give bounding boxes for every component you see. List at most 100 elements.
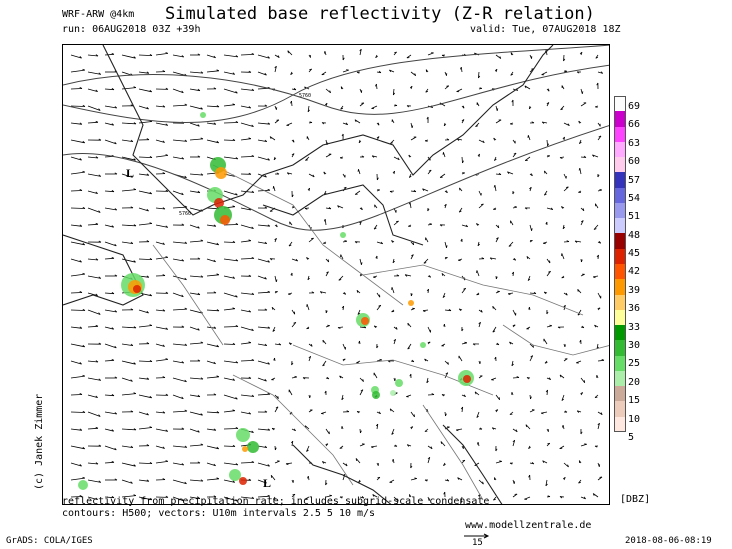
wind-arrow-head — [545, 221, 548, 225]
wind-arrow-head — [184, 445, 188, 448]
wind-arrow — [444, 309, 452, 312]
wind-arrow-head — [232, 480, 235, 483]
border-line — [362, 264, 584, 316]
wind-arrow-head — [428, 275, 432, 278]
colorbar-tick-label: 57 — [628, 174, 641, 186]
wind-arrow — [427, 326, 431, 333]
wind-arrow-head — [114, 310, 118, 313]
colorbar-segment — [614, 264, 626, 280]
wind-arrow — [121, 343, 133, 346]
wind-arrow-head — [581, 325, 585, 328]
wind-arrow — [495, 54, 502, 59]
wind-arrow-head — [439, 224, 443, 227]
wind-arrow-head — [184, 205, 188, 208]
wind-arrow — [70, 171, 85, 175]
wind-arrow — [458, 355, 463, 362]
wind-arrow — [478, 139, 485, 144]
wind-arrow-head — [95, 293, 98, 296]
wind-arrow — [189, 342, 204, 345]
wind-arrow-head — [476, 415, 479, 418]
wind-arrow-head — [200, 71, 204, 74]
page-title: Simulated base reflectivity (Z-R relatio… — [165, 4, 595, 24]
wind-arrow-head — [264, 104, 268, 107]
wind-arrow-head — [564, 344, 566, 347]
wind-arrow-head — [82, 344, 85, 348]
wind-arrow — [354, 190, 361, 195]
border-line — [152, 244, 224, 346]
wind-arrow — [529, 355, 534, 362]
wind-arrow-head — [162, 411, 166, 414]
wind-arrow — [359, 258, 362, 265]
wind-arrow-head — [324, 390, 327, 394]
wind-arrow-head — [291, 153, 295, 156]
wind-arrow-head — [79, 326, 83, 329]
wind-arrow — [121, 156, 136, 161]
wind-arrow-head — [165, 123, 169, 126]
wind-arrow-head — [549, 324, 552, 327]
wind-arrow-head — [321, 122, 325, 125]
wind-arrow-head — [235, 427, 239, 429]
colorbar-tick-label: 15 — [628, 395, 641, 407]
wind-arrow-head — [547, 495, 551, 497]
wind-arrow-head — [340, 107, 344, 110]
wind-arrow — [155, 343, 165, 347]
wind-arrow — [104, 292, 115, 295]
wind-arrow — [304, 496, 310, 500]
wind-arrow-head — [133, 464, 136, 467]
wind-arrow — [223, 445, 236, 447]
wind-arrow — [359, 389, 364, 396]
wind-arrow-head — [82, 410, 86, 413]
wind-arrow-head — [370, 446, 374, 449]
wind-arrow-head — [361, 155, 365, 158]
wind-arrow-head — [592, 493, 595, 496]
wind-arrow — [288, 241, 293, 247]
wind-arrow — [580, 377, 586, 383]
wind-arrow — [308, 237, 314, 243]
wind-arrow-head — [582, 208, 585, 211]
wind-arrow-head — [477, 441, 479, 445]
wind-arrow — [457, 138, 463, 141]
wind-arrow-head — [427, 341, 431, 343]
wind-arrow-head — [293, 87, 297, 91]
h500-contour — [63, 64, 609, 115]
reflectivity-cell — [242, 446, 248, 452]
wind-arrow-head — [425, 90, 429, 93]
map-panel: L L 5760 5760 — [62, 44, 610, 505]
wind-arrow-head — [540, 412, 544, 415]
wind-arrow — [423, 258, 429, 264]
wind-arrow — [223, 224, 239, 226]
wind-arrow-head — [273, 497, 276, 500]
wind-arrow-head — [232, 307, 236, 310]
wind-arrow-head — [287, 50, 289, 54]
colorbar-tick-label: 42 — [628, 266, 641, 278]
wind-arrow-head — [547, 143, 549, 147]
wind-arrow-head — [513, 258, 517, 261]
wind-arrow-head — [361, 496, 365, 499]
reflectivity-cell — [229, 469, 241, 481]
wind-arrow-head — [410, 465, 413, 469]
wind-arrow-head — [181, 223, 185, 226]
wind-arrow — [541, 71, 548, 76]
wind-arrow-head — [267, 86, 271, 89]
wind-arrow — [240, 190, 254, 193]
wind-arrow — [546, 389, 548, 396]
wind-arrow — [155, 359, 168, 362]
wind-arrow-head — [329, 90, 331, 93]
wind-arrow — [491, 377, 497, 381]
wind-arrow-head — [98, 276, 102, 279]
wind-arrow — [274, 406, 279, 413]
wind-arrow-head — [530, 396, 532, 400]
wind-arrow-head — [216, 69, 220, 72]
wind-arrow-head — [295, 258, 298, 262]
wind-arrow-head — [544, 170, 546, 174]
wind-arrow — [206, 478, 219, 481]
wind-arrow — [393, 156, 400, 161]
wind-arrow-head — [526, 377, 530, 380]
wind-arrow — [580, 102, 587, 107]
wind-arrow — [155, 207, 165, 210]
wind-arrow — [527, 275, 531, 281]
copyright-credit: (c) Janek Zimmer — [34, 393, 45, 490]
wind-arrow — [206, 54, 216, 59]
wind-arrow — [560, 105, 565, 110]
wind-arrow — [257, 445, 267, 448]
